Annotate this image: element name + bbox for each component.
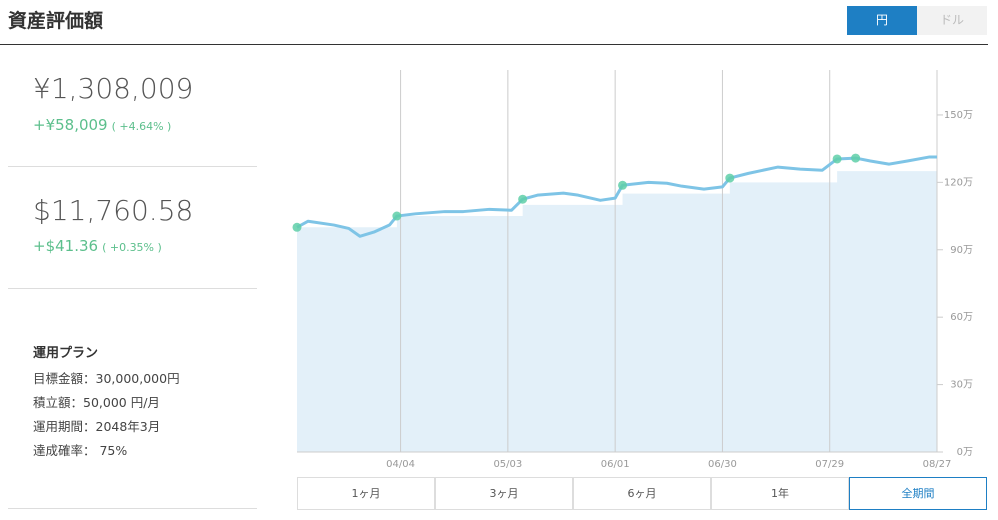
plan-item: 達成確率： 75% — [33, 443, 128, 458]
plan-item: 目標金額：30,000,000円 — [33, 371, 180, 386]
range-button[interactable]: 1年 — [711, 477, 849, 510]
plan-item: 運用期間：2048年3月 — [33, 419, 161, 434]
contribution-marker — [518, 194, 528, 204]
range-button[interactable]: 3ヶ月 — [435, 477, 573, 510]
contribution-marker — [832, 154, 842, 164]
separator — [8, 166, 257, 167]
header-rule — [0, 44, 988, 45]
page-title: 資産評価額 — [8, 10, 104, 32]
y-tick-label: 30万 — [950, 380, 973, 391]
usd-change-percent: ( +0.35% ) — [102, 241, 162, 254]
jpy-change-amount: +¥58,009 — [33, 116, 108, 134]
y-tick-label: 120万 — [944, 177, 973, 188]
contribution-marker — [618, 180, 628, 190]
usd-change-amount: +$41.36 — [33, 237, 99, 255]
x-tick-label: 07/29 — [815, 459, 844, 470]
range-button[interactable]: 1ヶ月 — [297, 477, 435, 510]
jpy-change-percent: ( +4.64% ) — [111, 120, 172, 133]
x-tick-label: 06/01 — [601, 459, 630, 470]
y-tick-label: 0万 — [957, 447, 973, 458]
contribution-marker — [725, 173, 735, 183]
jpy-value: ¥1,308,009 — [33, 72, 194, 105]
contribution-marker — [392, 211, 402, 221]
x-tick-label: 06/30 — [708, 459, 737, 470]
plan-title: 運用プラン — [33, 346, 99, 361]
x-tick-label: 05/03 — [493, 459, 522, 470]
plan-item: 積立額：50,000 円/月 — [33, 395, 160, 410]
currency-yen[interactable]: 円 — [847, 6, 917, 35]
y-tick-label: 150万 — [944, 110, 973, 121]
principal-area — [297, 171, 937, 452]
contribution-marker — [851, 153, 861, 163]
y-tick-label: 60万 — [950, 312, 973, 323]
x-tick-label: 04/04 — [386, 459, 415, 470]
usd-change: +$41.36( +0.35% ) — [33, 237, 162, 255]
range-button[interactable]: 6ヶ月 — [573, 477, 711, 510]
range-button[interactable]: 全期間 — [849, 477, 987, 510]
x-tick-label: 08/27 — [923, 459, 952, 470]
jpy-change: +¥58,009( +4.64% ) — [33, 116, 171, 134]
usd-value: $11,760.58 — [33, 194, 194, 227]
separator — [8, 508, 257, 509]
y-tick-label: 90万 — [950, 245, 973, 256]
currency-usd[interactable]: ドル — [917, 6, 987, 35]
separator — [8, 288, 257, 289]
contribution-marker — [292, 222, 302, 232]
